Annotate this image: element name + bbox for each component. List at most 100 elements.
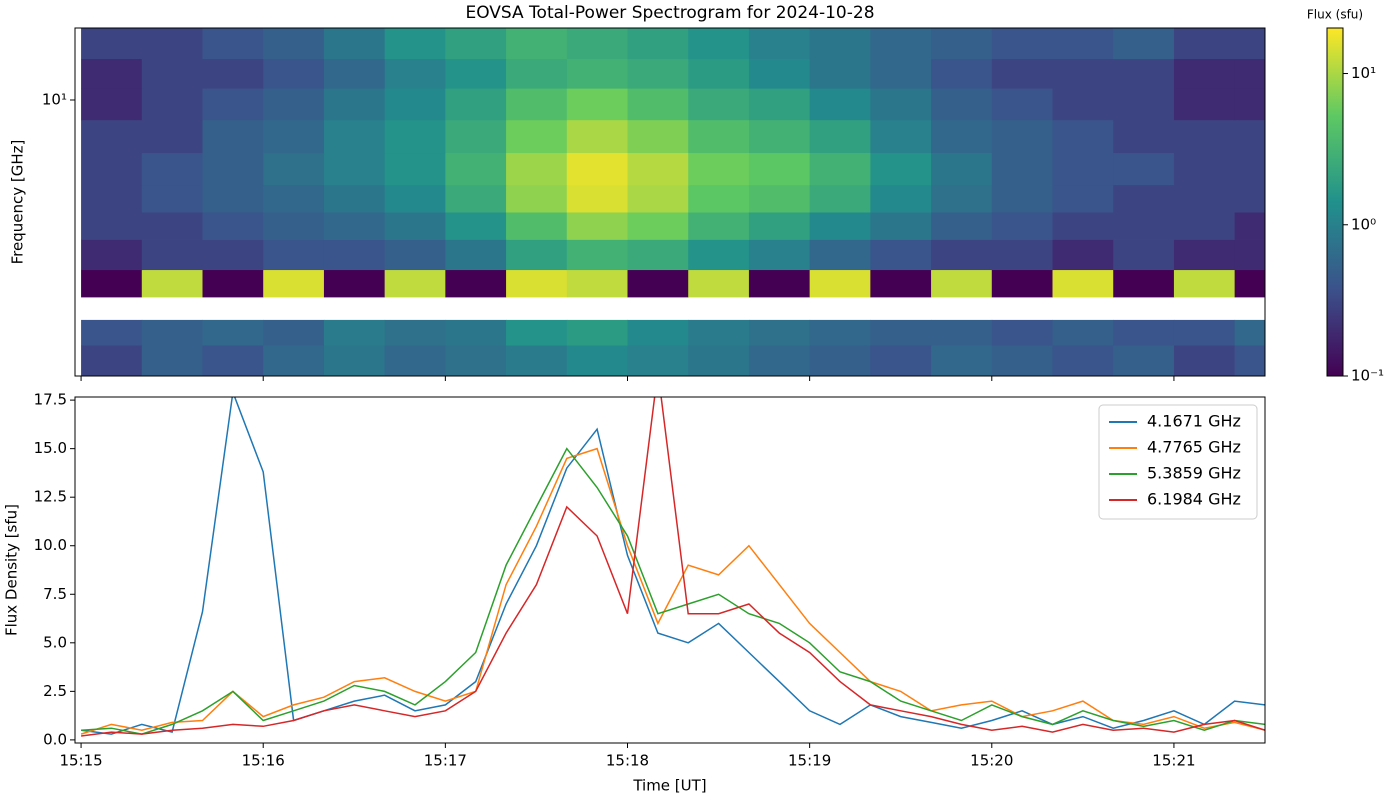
heatmap-cell	[323, 28, 386, 60]
heatmap-cell	[809, 28, 871, 60]
heatmap-cell	[141, 119, 203, 154]
heatmap-cell	[384, 345, 446, 376]
heatmap-cell	[1173, 152, 1236, 186]
heatmap-cell	[1052, 212, 1114, 240]
data-line	[80, 447, 1265, 735]
heatmap-cell	[202, 345, 264, 376]
heatmap-cell	[931, 152, 993, 186]
axes-frame	[74, 27, 1266, 377]
heatmap-cell	[81, 58, 143, 89]
legend-label: 6.1984 GHz	[1147, 490, 1241, 509]
heatmap-cell	[1113, 269, 1175, 298]
heatmap-cell	[1113, 239, 1175, 271]
heatmap-cell	[748, 319, 811, 346]
heatmap-cell	[445, 184, 507, 213]
heatmap-cell	[1234, 269, 1265, 298]
y-tick-label: 0.0	[43, 730, 67, 748]
y-tick-label: 7.5	[43, 585, 67, 603]
heatmap-cell	[506, 319, 568, 346]
heatmap-cell	[1173, 319, 1236, 346]
heatmap-cell	[141, 345, 203, 376]
heatmap-cell	[384, 184, 446, 213]
heatmap-cell	[748, 119, 811, 154]
heatmap-cell	[506, 88, 568, 121]
heatmap-cell	[1052, 119, 1114, 154]
heatmap-cell	[323, 184, 386, 213]
heatmap-cell	[141, 152, 203, 186]
x-tick-label: 15:17	[424, 752, 467, 770]
heatmap-cell	[991, 28, 1053, 60]
heatmap-cell	[566, 28, 628, 60]
heatmap-cell	[566, 239, 628, 271]
heatmap-cell	[566, 345, 628, 376]
heatmap-cell	[202, 58, 264, 89]
heatmap-cell	[991, 152, 1053, 186]
spectrogram	[81, 28, 1265, 376]
heatmap-cell	[870, 119, 932, 154]
heatmap-cell	[748, 212, 811, 240]
heatmap-cell	[202, 152, 264, 186]
heatmap-cell	[991, 184, 1053, 213]
heatmap-cell	[81, 319, 143, 346]
heatmap-cell	[931, 345, 993, 376]
heatmap-cell	[566, 152, 628, 186]
heatmap-cell	[323, 152, 386, 186]
heatmap-cell	[1113, 345, 1175, 376]
heatmap-cell	[263, 345, 325, 376]
heatmap-cell	[506, 239, 568, 271]
heatmap-cell	[991, 319, 1053, 346]
heatmap-cell	[870, 28, 932, 60]
heatmap-cell	[81, 184, 143, 213]
heatmap-cell	[323, 88, 386, 121]
heatmap-cell	[809, 184, 871, 213]
heatmap-cell	[202, 119, 264, 154]
x-tick-label: 15:21	[1152, 752, 1195, 770]
colorbar-tick-label: 10⁻¹	[1351, 367, 1384, 385]
heatmap-cell	[506, 119, 568, 154]
heatmap-cell	[688, 239, 750, 271]
heatmap-cell	[445, 152, 507, 186]
heatmap-cell	[384, 28, 446, 60]
heatmap-cell	[263, 239, 325, 271]
data-line	[81, 397, 1265, 737]
heatmap-cell	[445, 28, 507, 60]
heatmap-cell	[323, 345, 386, 376]
heatmap-cell	[323, 319, 386, 346]
heatmap-cell	[748, 58, 811, 89]
heatmap-cell	[627, 345, 689, 376]
heatmap-cell	[688, 58, 750, 89]
heatmap-cell	[263, 184, 325, 213]
heatmap-cell	[931, 184, 993, 213]
heatmap-cell	[870, 152, 932, 186]
heatmap-cell	[566, 269, 628, 298]
heatmap-cell	[688, 212, 750, 240]
heatmap-cell	[991, 239, 1053, 271]
y-tick-label: 5.0	[43, 633, 67, 651]
heatmap-cell	[870, 58, 932, 89]
y-tick-label: 15.0	[34, 439, 67, 457]
heatmap-cell	[506, 58, 568, 89]
heatmap-cell	[506, 345, 568, 376]
heatmap-cell	[931, 269, 993, 298]
heatmap-cell	[384, 119, 446, 154]
heatmap-cell	[263, 319, 325, 346]
heatmap-cell	[384, 319, 446, 346]
heatmap-cell	[931, 88, 993, 121]
heatmap-cell	[627, 88, 689, 121]
heatmap-cell	[141, 184, 203, 213]
heatmap-cell	[1234, 58, 1265, 89]
heatmap-cell	[141, 28, 203, 60]
heatmap-cell	[627, 239, 689, 271]
heatmap-cell	[931, 119, 993, 154]
x-tick-label: 15:15	[59, 752, 102, 770]
heatmap-cell	[1113, 28, 1175, 60]
heatmap-cell	[870, 269, 932, 298]
heatmap-cell	[1234, 239, 1265, 271]
heatmap-cell	[445, 88, 507, 121]
y-tick-label: 2.5	[43, 682, 67, 700]
heatmap-cell	[1173, 345, 1236, 376]
heatmap-cell	[1234, 28, 1265, 60]
heatmap-cell	[566, 88, 628, 121]
heatmap-cell	[384, 88, 446, 121]
y-tick-label: 12.5	[34, 488, 67, 506]
